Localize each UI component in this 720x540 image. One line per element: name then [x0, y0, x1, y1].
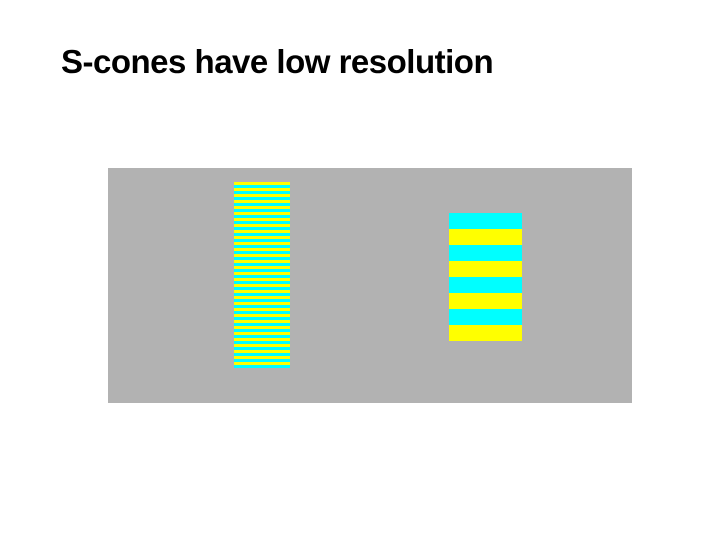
fine-grating-stripe	[234, 197, 290, 200]
fine-grating-stripe	[234, 248, 290, 251]
fine-grating-stripe	[234, 311, 290, 314]
coarse-grating-stripe	[449, 293, 522, 309]
fine-grating-stripe	[234, 314, 290, 317]
fine-grating-stripe	[234, 185, 290, 188]
fine-grating-stripe	[234, 230, 290, 233]
fine-grating-stripe	[234, 200, 290, 203]
fine-grating-stripe	[234, 218, 290, 221]
fine-grating-stripe	[234, 347, 290, 350]
fine-grating-stripe	[234, 356, 290, 359]
fine-grating-stripe	[234, 194, 290, 197]
coarse-grating-stripe	[449, 261, 522, 277]
fine-grating-stripe	[234, 344, 290, 347]
fine-grating-stripe	[234, 254, 290, 257]
fine-grating-stripe	[234, 191, 290, 194]
fine-grating-stripe	[234, 239, 290, 242]
fine-grating-stripe	[234, 203, 290, 206]
fine-grating-stripe	[234, 323, 290, 326]
fine-grating-stripe	[234, 332, 290, 335]
fine-grating-stripe	[234, 272, 290, 275]
fine-grating-stripe	[234, 275, 290, 278]
fine-grating-stripe	[234, 359, 290, 362]
fine-grating-stripe	[234, 236, 290, 239]
fine-grating-stripe	[234, 296, 290, 299]
slide-title: S-cones have low resolution	[61, 43, 494, 80]
fine-grating-stripe	[234, 320, 290, 323]
fine-grating-stripe	[234, 224, 290, 227]
fine-grating-stripe	[234, 245, 290, 248]
fine-grating-stripe	[234, 350, 290, 353]
fine-grating-stripe	[234, 206, 290, 209]
coarse-grating-stripe	[449, 245, 522, 261]
fine-grating-stripe	[234, 182, 290, 185]
fine-grating-stripe	[234, 227, 290, 230]
fine-grating-stripe	[234, 338, 290, 341]
fine-grating-stripe	[234, 302, 290, 305]
fine-grating-stripe	[234, 317, 290, 320]
fine-grating-stripe	[234, 326, 290, 329]
coarse-grating-stripe	[449, 277, 522, 293]
fine-grating-stripe	[234, 251, 290, 254]
fine-grating-stripe	[234, 242, 290, 245]
fine-grating-stripe	[234, 341, 290, 344]
fine-grating-stripe	[234, 263, 290, 266]
fine-grating-stripe	[234, 329, 290, 332]
fine-grating-stripe	[234, 365, 290, 368]
fine-grating-stripe	[234, 269, 290, 272]
fine-grating-stripe	[234, 290, 290, 293]
fine-grating-stripe	[234, 221, 290, 224]
fine-grating-stripe	[234, 305, 290, 308]
coarse-grating-stripe	[449, 213, 522, 229]
fine-grating-stripe	[234, 233, 290, 236]
coarse-grating-stripe	[449, 309, 522, 325]
fine-grating-stripe	[234, 299, 290, 302]
fine-grating	[234, 182, 290, 368]
fine-grating-stripe	[234, 284, 290, 287]
fine-grating-stripe	[234, 188, 290, 191]
fine-grating-stripe	[234, 308, 290, 311]
fine-grating-stripe	[234, 287, 290, 290]
coarse-grating-stripe	[449, 325, 522, 341]
fine-grating-stripe	[234, 362, 290, 365]
fine-grating-stripe	[234, 293, 290, 296]
coarse-grating	[449, 213, 522, 341]
fine-grating-stripe	[234, 281, 290, 284]
fine-grating-stripe	[234, 260, 290, 263]
fine-grating-stripe	[234, 353, 290, 356]
fine-grating-stripe	[234, 335, 290, 338]
gray-demo-panel	[108, 168, 632, 403]
coarse-grating-stripe	[449, 229, 522, 245]
fine-grating-stripe	[234, 209, 290, 212]
fine-grating-stripe	[234, 266, 290, 269]
fine-grating-stripe	[234, 257, 290, 260]
fine-grating-stripe	[234, 215, 290, 218]
fine-grating-stripe	[234, 212, 290, 215]
fine-grating-stripe	[234, 278, 290, 281]
